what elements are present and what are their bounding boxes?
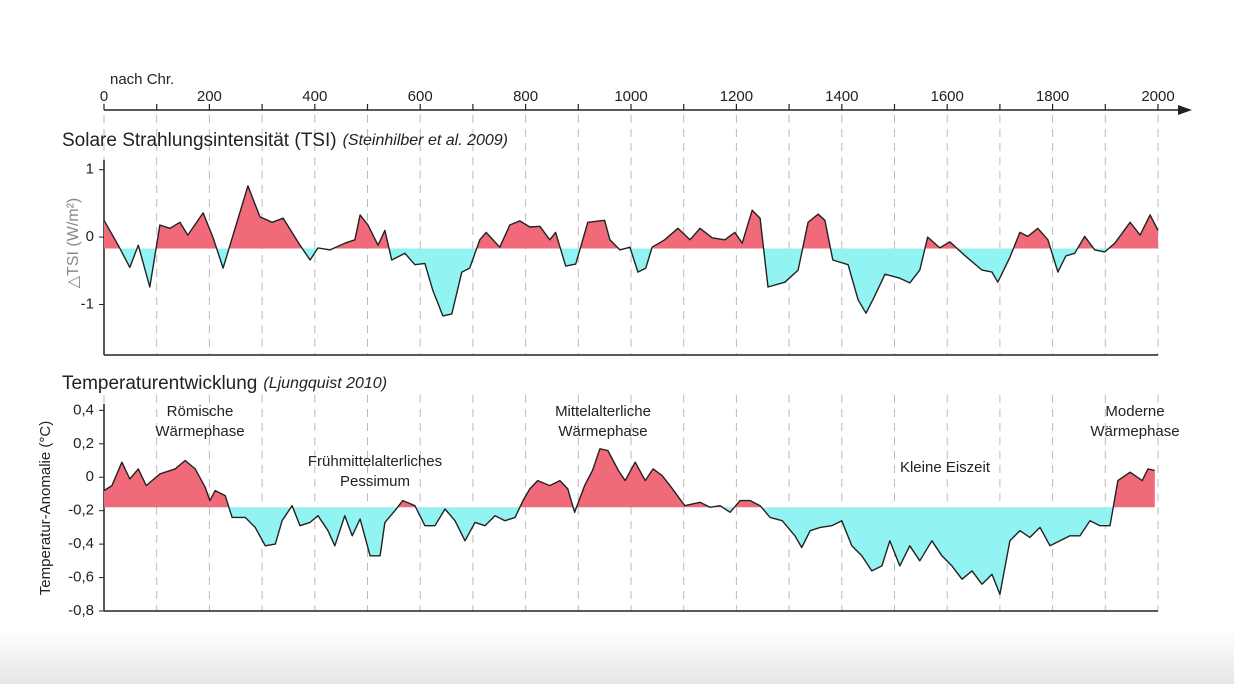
y-tick-label: 0 [86,468,94,485]
x-tick-label: 200 [197,88,222,105]
area-above [104,448,1155,508]
x-tick-label: 800 [513,88,538,105]
footer-band [0,630,1234,684]
annotation: Mittelalterliche Wärmephase [555,403,651,440]
y-axis-label: Temperatur-Anomalie (°C) [37,421,54,595]
x-tick-label: 1800 [1036,88,1069,105]
y-axis-label: △TSI (W/m²) [65,198,82,289]
y-tick-label: -0,4 [68,535,94,552]
x-tick-label: 1000 [614,88,647,105]
axis-arrow [1178,105,1192,115]
annotation-line: Kleine Eiszeit [900,459,991,476]
annotation: Moderne Wärmephase [1090,403,1179,440]
y-tick-label: -0,2 [68,502,94,519]
panel-title: Temperaturentwicklung (Ljungquist 2010) [62,373,387,394]
annotation-line: Frühmittelalterliches [308,453,442,470]
y-tick-label: 0,2 [73,435,94,452]
annotation: Kleine Eiszeit [900,459,991,476]
data-line [103,185,1159,317]
area-below [104,248,1158,316]
annotation-line: Wärmephase [1090,423,1179,440]
x-tick-label: 0 [100,88,108,105]
area-above [104,185,1158,249]
annotation-line: Moderne [1105,403,1164,420]
subtitle: (Steinhilber et al. 2009) [343,132,508,149]
x-tick-label: 2000 [1141,88,1174,105]
area-below [104,507,1155,595]
data-line [103,448,1155,595]
annotation: Römische Wärmephase [155,403,244,440]
x-tick-label: 600 [408,88,433,105]
annotation-line: Mittelalterliche [555,403,651,420]
x-tick-label: 1400 [825,88,858,105]
y-tick-label: -0,6 [68,569,94,586]
x-tick-label: 400 [302,88,327,105]
y-tick-label: 0,4 [73,401,94,418]
annotation-line: Pessimum [340,473,410,490]
y-tick-label: -0,8 [68,602,94,619]
x-axis-label: nach Chr. [110,71,174,88]
subtitle: (Ljungquist 2010) [263,375,387,392]
title: Temperaturentwicklung [62,373,257,394]
annotation: Frühmittelalterliches Pessimum [308,453,442,490]
annotation-line: Wärmephase [155,423,244,440]
y-tick-label: 1 [86,161,94,178]
y-tick-label: -1 [81,295,94,312]
y-tick-label: 0 [86,228,94,245]
annotation-line: Römische [167,403,234,420]
x-tick-label: 1600 [931,88,964,105]
annotation-line: Wärmephase [558,423,647,440]
title: Solare Strahlungsintensität (TSI) [62,130,337,151]
panel-title: Solare Strahlungsintensität (TSI) (Steinh… [62,130,508,151]
x-tick-label: 1200 [720,88,753,105]
